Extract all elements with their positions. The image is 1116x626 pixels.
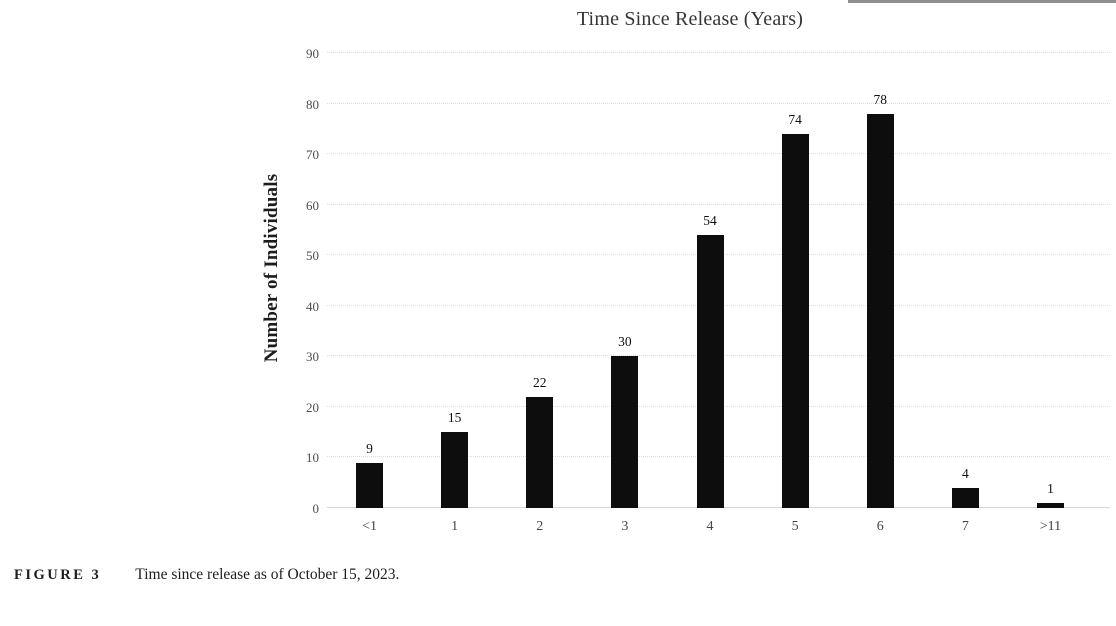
gridline-y-80 — [327, 102, 1110, 104]
x-tick-label->11: >11 — [1039, 519, 1062, 534]
bar-<1 — [356, 462, 384, 508]
y-axis-title: Number of Individuals — [261, 173, 282, 363]
bar-4 — [696, 235, 724, 508]
bar-1 — [441, 432, 469, 508]
x-tick-label-7: 7 — [961, 519, 969, 534]
bar-value-label-<1: 9 — [366, 440, 373, 456]
bar-5 — [781, 133, 809, 508]
figure-caption-text: Time since release as of October 15, 202… — [135, 566, 400, 583]
bar-2 — [526, 396, 554, 508]
bar-value-label-7: 4 — [961, 465, 969, 481]
y-axis-tick-labels: 0 10 20 30 40 50 60 70 80 90 — [281, 46, 319, 516]
bar-3 — [611, 356, 639, 508]
bar-value-label->11: 1 — [1047, 480, 1054, 496]
x-tick-label-3: 3 — [621, 519, 629, 534]
bar-6 — [866, 113, 894, 508]
y-tick-label-20: 20 — [306, 399, 319, 415]
x-tick-label-2: 2 — [536, 519, 544, 534]
y-tick-label-10: 10 — [306, 450, 319, 466]
x-tick-label-1: 1 — [451, 519, 459, 534]
gridline-y-60 — [327, 203, 1110, 205]
x-tick-label-5: 5 — [791, 519, 799, 534]
y-tick-label-30: 30 — [306, 349, 319, 365]
y-tick-label-40: 40 — [306, 298, 319, 314]
figure-caption-label: FIGURE 3 — [14, 567, 102, 583]
bar-value-label-6: 78 — [873, 91, 887, 107]
x-tick-label-4: 4 — [706, 519, 714, 534]
figure-caption: FIGURE 3 Time since release as of October… — [14, 566, 399, 584]
bar-value-label-4: 54 — [703, 213, 717, 228]
y-tick-label-60: 60 — [306, 197, 319, 213]
bar-value-label-5: 74 — [788, 111, 802, 127]
bar-value-label-1: 15 — [447, 410, 462, 426]
y-tick-label-50: 50 — [306, 248, 319, 264]
y-tick-label-90: 90 — [306, 46, 319, 61]
chart-title: Time Since Release (Years) — [576, 8, 804, 30]
gridline-y-70 — [327, 153, 1110, 155]
bar->11 — [1036, 502, 1064, 508]
bar-value-label-2: 22 — [533, 374, 547, 390]
x-tick-label-<1: <1 — [362, 519, 377, 534]
plot-area: 9 <1 15 1 22 2 30 3 54 4 74 5 78 6 4 7 1 >11 — [327, 52, 1110, 534]
x-tick-label-6: 6 — [876, 519, 884, 534]
bar-value-label-3: 30 — [618, 334, 632, 350]
partial-top-rule — [848, 0, 1116, 3]
gridline-y-90 — [327, 52, 1110, 53]
y-tick-label-80: 80 — [306, 96, 319, 112]
bar-7 — [951, 487, 979, 508]
y-tick-label-70: 70 — [306, 147, 319, 163]
y-tick-label-0: 0 — [312, 501, 320, 516]
